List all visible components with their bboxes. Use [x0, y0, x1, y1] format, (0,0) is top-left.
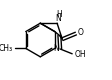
- Text: N: N: [53, 44, 59, 53]
- Text: O: O: [77, 28, 83, 37]
- Text: N: N: [55, 14, 60, 23]
- Text: H: H: [55, 10, 61, 19]
- Text: CH₃: CH₃: [0, 44, 12, 53]
- Text: OH: OH: [74, 50, 85, 59]
